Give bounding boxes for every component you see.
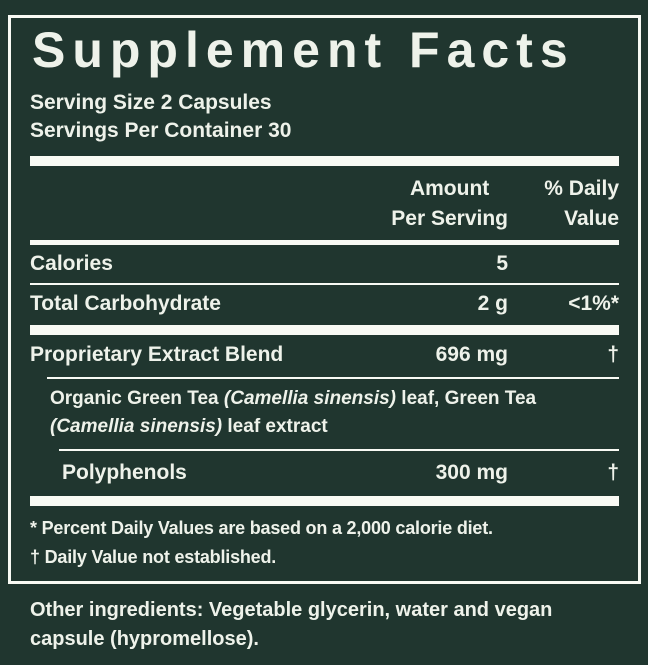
divider-medium	[30, 240, 619, 245]
servings-per-container-line: Servings Per Container 30	[30, 119, 292, 142]
botanical-name-italic: (Camellia sinensis)	[223, 388, 397, 409]
daily-value: †	[607, 343, 619, 366]
nutrient-label: Polyphenols	[62, 461, 187, 484]
blend-description: Organic Green Tea (Camellia sinensis) le…	[50, 379, 619, 449]
serving-size-line: Serving Size 2 Capsules	[30, 91, 272, 114]
daily-value-header-line1: % Daily	[544, 177, 619, 200]
other-ingredients: Other ingredients: Vegetable glycerin, w…	[30, 599, 553, 650]
nutrient-row-proprietary-blend: Proprietary Extract Blend 696 mg †	[30, 335, 619, 377]
footnotes: * Percent Daily Values are based on a 2,…	[30, 514, 619, 572]
divider-thick	[30, 156, 619, 166]
nutrient-label: Total Carbohydrate	[30, 292, 221, 315]
divider-thick	[30, 325, 619, 335]
column-header-daily-value: % Daily Value	[508, 174, 619, 234]
serving-info: Serving Size 2 Capsules Servings Per Con…	[30, 89, 619, 145]
divider-thick	[30, 496, 619, 506]
nutrient-row-calories: Calories 5	[30, 245, 619, 283]
amount-value: 5	[496, 252, 508, 275]
amount-value: 2 g	[477, 292, 508, 315]
footnote-dagger: † Daily Value not established.	[30, 547, 277, 567]
divider-thin	[30, 283, 619, 285]
blend-description-text: leaf extract	[222, 416, 328, 437]
supplement-facts-panel: Supplement Facts Serving Size 2 Capsules…	[8, 15, 641, 584]
daily-value-header-line2: Value	[564, 207, 619, 230]
nutrient-row-polyphenols: Polyphenols 300 mg †	[30, 451, 619, 496]
daily-value: †	[607, 461, 619, 484]
column-headers: Amount Per Serving % Daily Value	[30, 166, 619, 240]
daily-value: <1%*	[568, 292, 619, 315]
panel-title: Supplement Facts	[32, 22, 575, 78]
amount-header-line2: Per Serving	[391, 207, 508, 230]
divider-thin-indented	[47, 377, 619, 379]
amount-value: 300 mg	[435, 461, 508, 484]
footnote-daily-value: * Percent Daily Values are based on a 2,…	[30, 518, 493, 538]
nutrient-row-total-carbohydrate: Total Carbohydrate 2 g <1%*	[30, 285, 619, 323]
divider-thin-indented	[59, 449, 619, 451]
nutrient-label: Proprietary Extract Blend	[30, 343, 284, 366]
amount-value: 696 mg	[435, 343, 508, 366]
column-header-amount: Amount Per Serving	[348, 174, 508, 234]
blend-description-text: leaf, Green Tea	[396, 388, 537, 409]
botanical-name-italic: (Camellia sinensis)	[50, 416, 223, 437]
nutrient-label: Calories	[30, 252, 113, 275]
blend-description-text: Organic Green Tea	[50, 388, 224, 409]
amount-header-line1: Amount	[409, 177, 490, 200]
